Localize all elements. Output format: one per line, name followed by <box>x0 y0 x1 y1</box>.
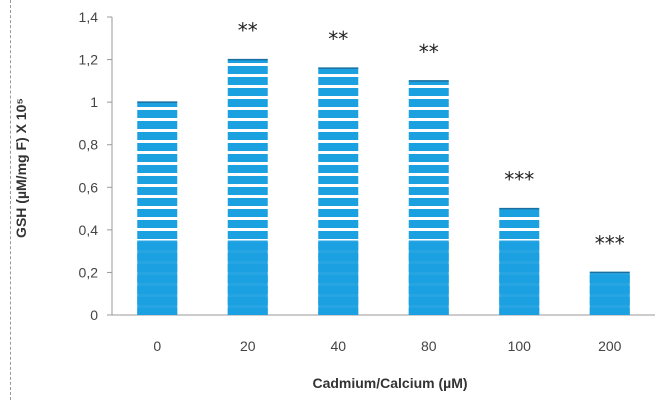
x-axis: 0 20 40 80 100 200 <box>112 314 655 354</box>
significance-marker: *** <box>504 168 534 192</box>
bar-solid-base <box>227 240 268 315</box>
x-tick-label: 100 <box>508 338 532 354</box>
bar-solid-base <box>318 240 359 315</box>
x-tick-label: 80 <box>421 338 437 354</box>
bars <box>137 58 630 316</box>
bar-solid-base <box>408 240 449 315</box>
bar-solid-base <box>589 272 630 315</box>
y-tick-label: 0,8 <box>79 137 99 153</box>
x-tick-label: 20 <box>240 338 256 354</box>
x-tick-label: 200 <box>598 338 622 354</box>
y-axis-title: GSH (µM/mg F) X 10⁵ <box>13 98 29 238</box>
y-tick-label: 1 <box>90 94 98 110</box>
y-tick-label: 0,2 <box>79 264 99 280</box>
significance-annotations: ** ********** <box>238 19 625 256</box>
frame-border-line <box>10 0 11 400</box>
significance-marker: ** <box>238 19 258 43</box>
x-axis-title: Cadmium/Calcium (µM) <box>312 375 467 391</box>
significance-marker: *** <box>595 231 625 255</box>
significance-marker: ** <box>328 27 348 51</box>
y-tick-label: 0 <box>90 307 98 323</box>
y-tick-label: 0,4 <box>79 222 99 238</box>
y-tick-label: 1,2 <box>79 52 99 68</box>
y-tick-label: 1,4 <box>79 9 99 25</box>
y-axis: 0 0,2 0,4 0,6 0,8 1 1,2 1,4 <box>79 9 113 323</box>
x-tick-label: 0 <box>153 338 161 354</box>
bar-solid-base <box>137 240 178 315</box>
significance-marker: ** <box>419 40 439 64</box>
x-tick-label: 40 <box>330 338 346 354</box>
y-tick-label: 0,6 <box>79 179 99 195</box>
bar-solid-base <box>499 240 540 315</box>
